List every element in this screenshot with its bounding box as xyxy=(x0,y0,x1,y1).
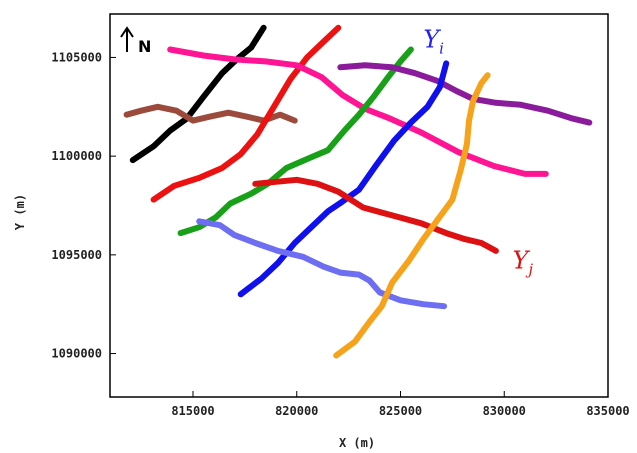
x-tick-label: 825000 xyxy=(379,404,422,418)
annotation-subscript: i xyxy=(439,40,444,58)
annotation-yi: Yi xyxy=(423,26,444,58)
annotation-base: Y xyxy=(513,247,531,275)
series-line-10 xyxy=(333,72,491,359)
x-axis-label: X (m) xyxy=(339,436,375,450)
annotation-subscript: j xyxy=(525,261,533,279)
series-line-6 xyxy=(337,62,593,126)
north-arrow-head xyxy=(120,26,134,38)
series-line-3 xyxy=(150,24,342,203)
series-line-7 xyxy=(237,60,450,298)
north-label: N xyxy=(138,37,151,56)
annotation-base: Y xyxy=(423,26,441,54)
series-line-8 xyxy=(252,176,499,254)
tick-layer: 815000 820000 825000 830000 835000 1090000 109… xyxy=(51,50,629,418)
y-tick-label: 1090000 xyxy=(51,347,102,361)
annotation-yj: Yj xyxy=(513,247,534,279)
series-layer xyxy=(123,24,593,359)
series-line-1 xyxy=(129,24,267,164)
y-axis-label: Y (m) xyxy=(13,194,27,230)
x-tick-label: 830000 xyxy=(483,404,526,418)
series-line-9 xyxy=(196,218,448,310)
series-line-5 xyxy=(177,46,414,237)
series-line-4 xyxy=(167,46,549,177)
y-tick-label: 1095000 xyxy=(51,248,102,262)
x-tick-label: 815000 xyxy=(171,404,214,418)
y-tick-label: 1100000 xyxy=(51,149,102,163)
x-tick-label: 835000 xyxy=(586,404,629,418)
plot-frame xyxy=(109,13,609,398)
north-arrow: N xyxy=(120,26,151,56)
y-tick-label: 1105000 xyxy=(51,50,102,64)
x-tick-label: 820000 xyxy=(275,404,318,418)
